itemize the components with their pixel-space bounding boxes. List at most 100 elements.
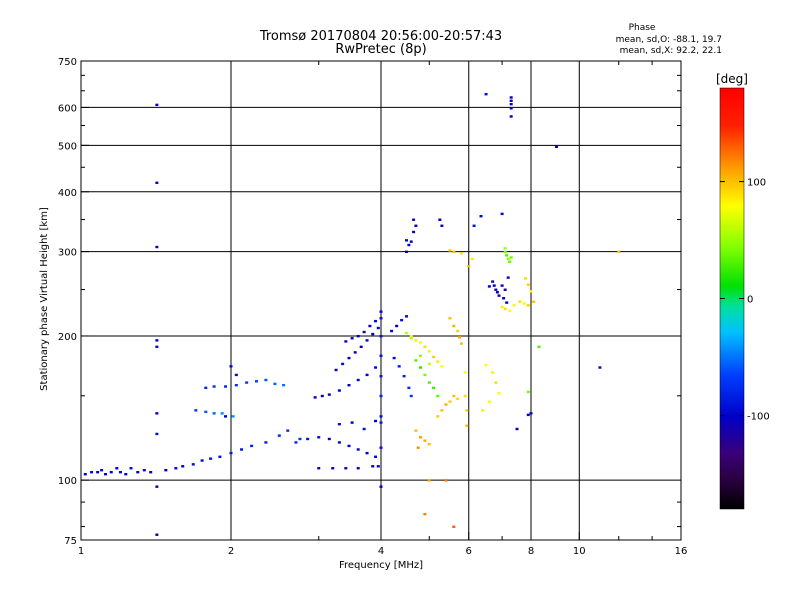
y-axis-label: Stationary phase Virtual Height [km]	[39, 207, 50, 391]
echo-point-x	[414, 339, 418, 342]
echo-point-o	[365, 451, 369, 455]
echo-point-o	[136, 470, 140, 474]
echo-point-o	[356, 448, 360, 451]
echo-point-x	[436, 394, 440, 398]
echo-point-o	[209, 457, 213, 460]
y-tick-label: 75	[64, 536, 77, 547]
echo-point-o	[500, 212, 504, 216]
chart-title-line2: RwPretec (8p)	[335, 42, 426, 57]
echo-point-o	[220, 412, 224, 415]
echo-point-x	[503, 307, 507, 311]
echo-point-o	[337, 441, 341, 444]
echo-point-o	[254, 380, 258, 383]
echo-point-o	[374, 419, 378, 423]
echo-point-o	[402, 374, 406, 378]
echo-point-x	[432, 355, 436, 359]
echo-point-o	[371, 465, 375, 468]
echo-point-o	[371, 332, 375, 336]
echo-point-o	[327, 393, 331, 396]
y-tick-label: 100	[58, 476, 77, 487]
echo-point-o	[83, 473, 87, 476]
echo-point-x	[537, 345, 541, 349]
echo-point-x	[500, 305, 504, 309]
echo-point-x	[418, 341, 422, 344]
echo-point-o	[379, 374, 383, 378]
echo-point-o	[155, 432, 159, 436]
echo-point-o	[313, 396, 317, 399]
echo-point-o	[497, 294, 501, 297]
echo-point-o	[218, 455, 222, 458]
echo-point-o	[155, 245, 159, 249]
echo-point-o	[379, 394, 383, 398]
echo-point-o	[492, 284, 496, 287]
echo-point-o	[96, 470, 100, 474]
echo-point-x	[508, 309, 512, 312]
x-tick-label: 2	[228, 546, 234, 557]
echo-point-x	[509, 256, 513, 259]
echo-point-o	[379, 317, 383, 320]
grid-lines	[81, 61, 681, 540]
echo-point-o	[359, 345, 363, 349]
echo-point-o	[204, 386, 208, 390]
echo-point-o	[341, 362, 345, 366]
echo-point-o	[191, 463, 195, 466]
echo-point-o	[115, 467, 119, 470]
echo-point-o	[142, 469, 146, 472]
echo-point-o	[502, 297, 506, 300]
echo-point-o	[240, 448, 244, 451]
echo-point-o	[374, 319, 378, 323]
echo-point-x	[444, 479, 448, 482]
echo-point-o	[334, 368, 338, 372]
echo-point-o	[509, 96, 513, 99]
echo-point-o	[379, 310, 383, 313]
echo-point-o	[174, 467, 178, 470]
echo-point-o	[440, 224, 444, 227]
echo-point-o	[100, 469, 104, 472]
echo-point-o	[347, 444, 351, 448]
echo-point-o	[347, 383, 351, 387]
echo-point-x	[423, 373, 427, 377]
echo-point-o	[506, 276, 510, 279]
echo-point-x	[497, 392, 501, 395]
echo-point-o	[149, 470, 153, 474]
echo-point-o	[234, 383, 238, 387]
echo-point-x	[432, 386, 436, 390]
echo-point-o	[479, 215, 483, 218]
x-tick-label: 6	[466, 546, 472, 557]
echo-point-o	[306, 437, 310, 441]
echo-point-o	[250, 444, 254, 448]
x-tick-label: 1	[78, 546, 84, 557]
echo-point-o	[344, 340, 348, 343]
echo-point-x	[414, 429, 418, 432]
echo-point-o	[155, 181, 159, 185]
echo-point-o	[379, 446, 383, 449]
echo-point-x	[532, 300, 536, 303]
echo-point-x	[452, 324, 456, 328]
echo-point-o	[409, 240, 413, 243]
echo-point-x	[459, 252, 463, 255]
echo-point-x	[423, 512, 427, 516]
chart-title-line1: Tromsø 20170804 20:56:00-20:57:43	[259, 29, 502, 44]
echo-point-o	[407, 243, 411, 247]
echo-point-x	[409, 337, 413, 340]
y-tick-label: 300	[58, 248, 77, 259]
echo-point-o	[395, 324, 399, 328]
echo-point-o	[407, 386, 411, 390]
echo-point-o	[374, 366, 378, 369]
echo-point-x	[458, 336, 462, 339]
echo-point-x	[529, 290, 533, 293]
echo-point-o	[362, 330, 366, 334]
y-tick-label: 750	[58, 57, 77, 68]
echo-point-x	[508, 260, 512, 263]
echo-point-o	[264, 378, 268, 382]
echo-point-x	[414, 359, 418, 362]
echo-point-x	[404, 331, 408, 335]
echo-point-o	[379, 485, 383, 488]
echo-point-o	[414, 224, 418, 227]
echo-point-x	[526, 283, 530, 287]
echo-point-o	[509, 107, 513, 110]
echo-point-o	[376, 326, 380, 330]
echo-point-o	[109, 470, 113, 474]
echo-point-x	[506, 257, 510, 261]
echo-point-o	[404, 250, 408, 254]
